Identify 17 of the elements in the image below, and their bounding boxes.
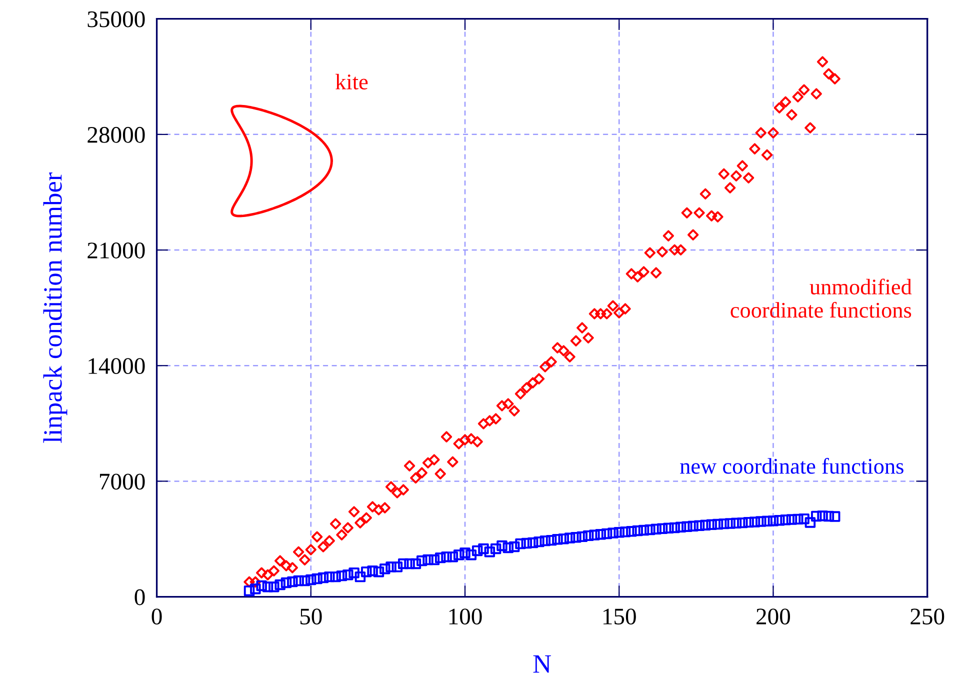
x-tick-label: 0 — [152, 608, 162, 625]
y-tick-label: 28000 — [88, 126, 145, 143]
x-tick-label: 200 — [756, 608, 790, 625]
y-tick-label: 14000 — [88, 358, 145, 374]
text: unmodified coordinate functions — [730, 278, 912, 318]
x-tick-label: 150 — [603, 608, 636, 625]
y-tick-label: 7000 — [100, 474, 145, 490]
y-tick-label: 35000 — [88, 11, 145, 28]
text: new coordinate functions — [680, 458, 904, 474]
annotation: kite — [335, 74, 368, 90]
y-axis-title: linpack condition number — [43, 172, 68, 443]
x-tick-label: 100 — [449, 608, 482, 625]
x-tick-label: 250 — [910, 608, 944, 625]
y-tick-label: 0 — [134, 589, 145, 606]
x-axis-title: N — [533, 655, 551, 673]
x-tick-label: 50 — [300, 608, 322, 625]
y-tick-label: 21000 — [88, 242, 145, 258]
